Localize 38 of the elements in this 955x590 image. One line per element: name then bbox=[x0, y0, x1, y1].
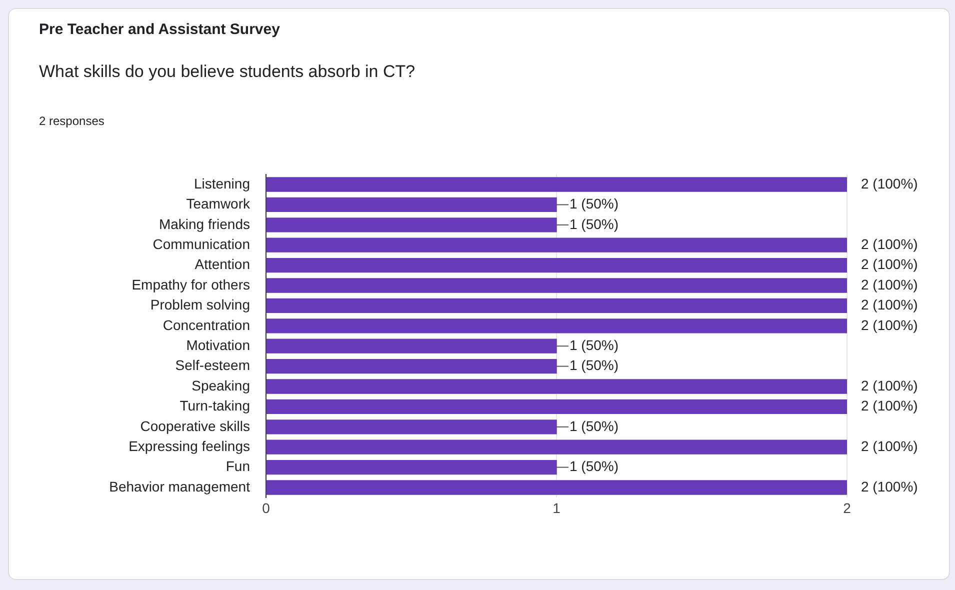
y-tick-label: Teamwork bbox=[186, 196, 251, 212]
y-tick-label: Empathy for others bbox=[132, 276, 250, 292]
chart-subtitle: What skills do you believe students absorb in CT? bbox=[39, 62, 416, 82]
data-label: 2 (100%) bbox=[861, 296, 918, 313]
x-tick-label: 2 bbox=[843, 500, 852, 516]
data-label: 1 (50%) bbox=[570, 357, 619, 374]
data-label: 2 (100%) bbox=[861, 478, 918, 494]
data-label: 2 (100%) bbox=[861, 175, 918, 192]
data-label: 1 (50%) bbox=[570, 216, 619, 232]
data-label: 1 (50%) bbox=[570, 196, 619, 212]
y-tick-label: Turn-taking bbox=[180, 398, 250, 414]
y-tick-label: Motivation bbox=[186, 336, 250, 353]
data-label: 1 (50%) bbox=[570, 458, 619, 474]
y-tick-label: Communication bbox=[152, 236, 250, 252]
data-label: 2 (100%) bbox=[861, 276, 918, 292]
data-label: 2 (100%) bbox=[861, 236, 918, 252]
data-label: 2 (100%) bbox=[861, 256, 918, 272]
y-tick-label: Self-esteem bbox=[175, 357, 250, 374]
data-label: 2 (100%) bbox=[861, 398, 918, 414]
y-tick-label: Making friends bbox=[158, 216, 250, 232]
chart-title: Pre Teacher and Assistant Survey bbox=[39, 21, 280, 38]
data-label: 2 (100%) bbox=[861, 316, 918, 333]
text: 2 responses bbox=[39, 114, 104, 128]
y-tick-label: Fun bbox=[226, 458, 250, 474]
data-label: 1 (50%) bbox=[570, 418, 619, 434]
data-label: 2 (100%) bbox=[861, 438, 918, 454]
x-tick-label: 0 bbox=[262, 500, 270, 516]
y-tick-label: Cooperative skills bbox=[140, 418, 250, 434]
y-tick-label: Speaking bbox=[192, 377, 250, 394]
y-tick-label: Concentration bbox=[162, 316, 250, 333]
data-label: 2 (100%) bbox=[861, 377, 918, 394]
y-tick-label: Problem solving bbox=[150, 296, 250, 313]
x-tick-label: 1 bbox=[552, 500, 561, 516]
y-tick-label: Attention bbox=[194, 256, 250, 272]
y-tick-label: Listening bbox=[194, 175, 250, 192]
data-label: 1 (50%) bbox=[570, 336, 619, 353]
y-tick-label: Expressing feelings bbox=[128, 438, 250, 454]
y-tick-label: Behavior management bbox=[109, 478, 250, 494]
